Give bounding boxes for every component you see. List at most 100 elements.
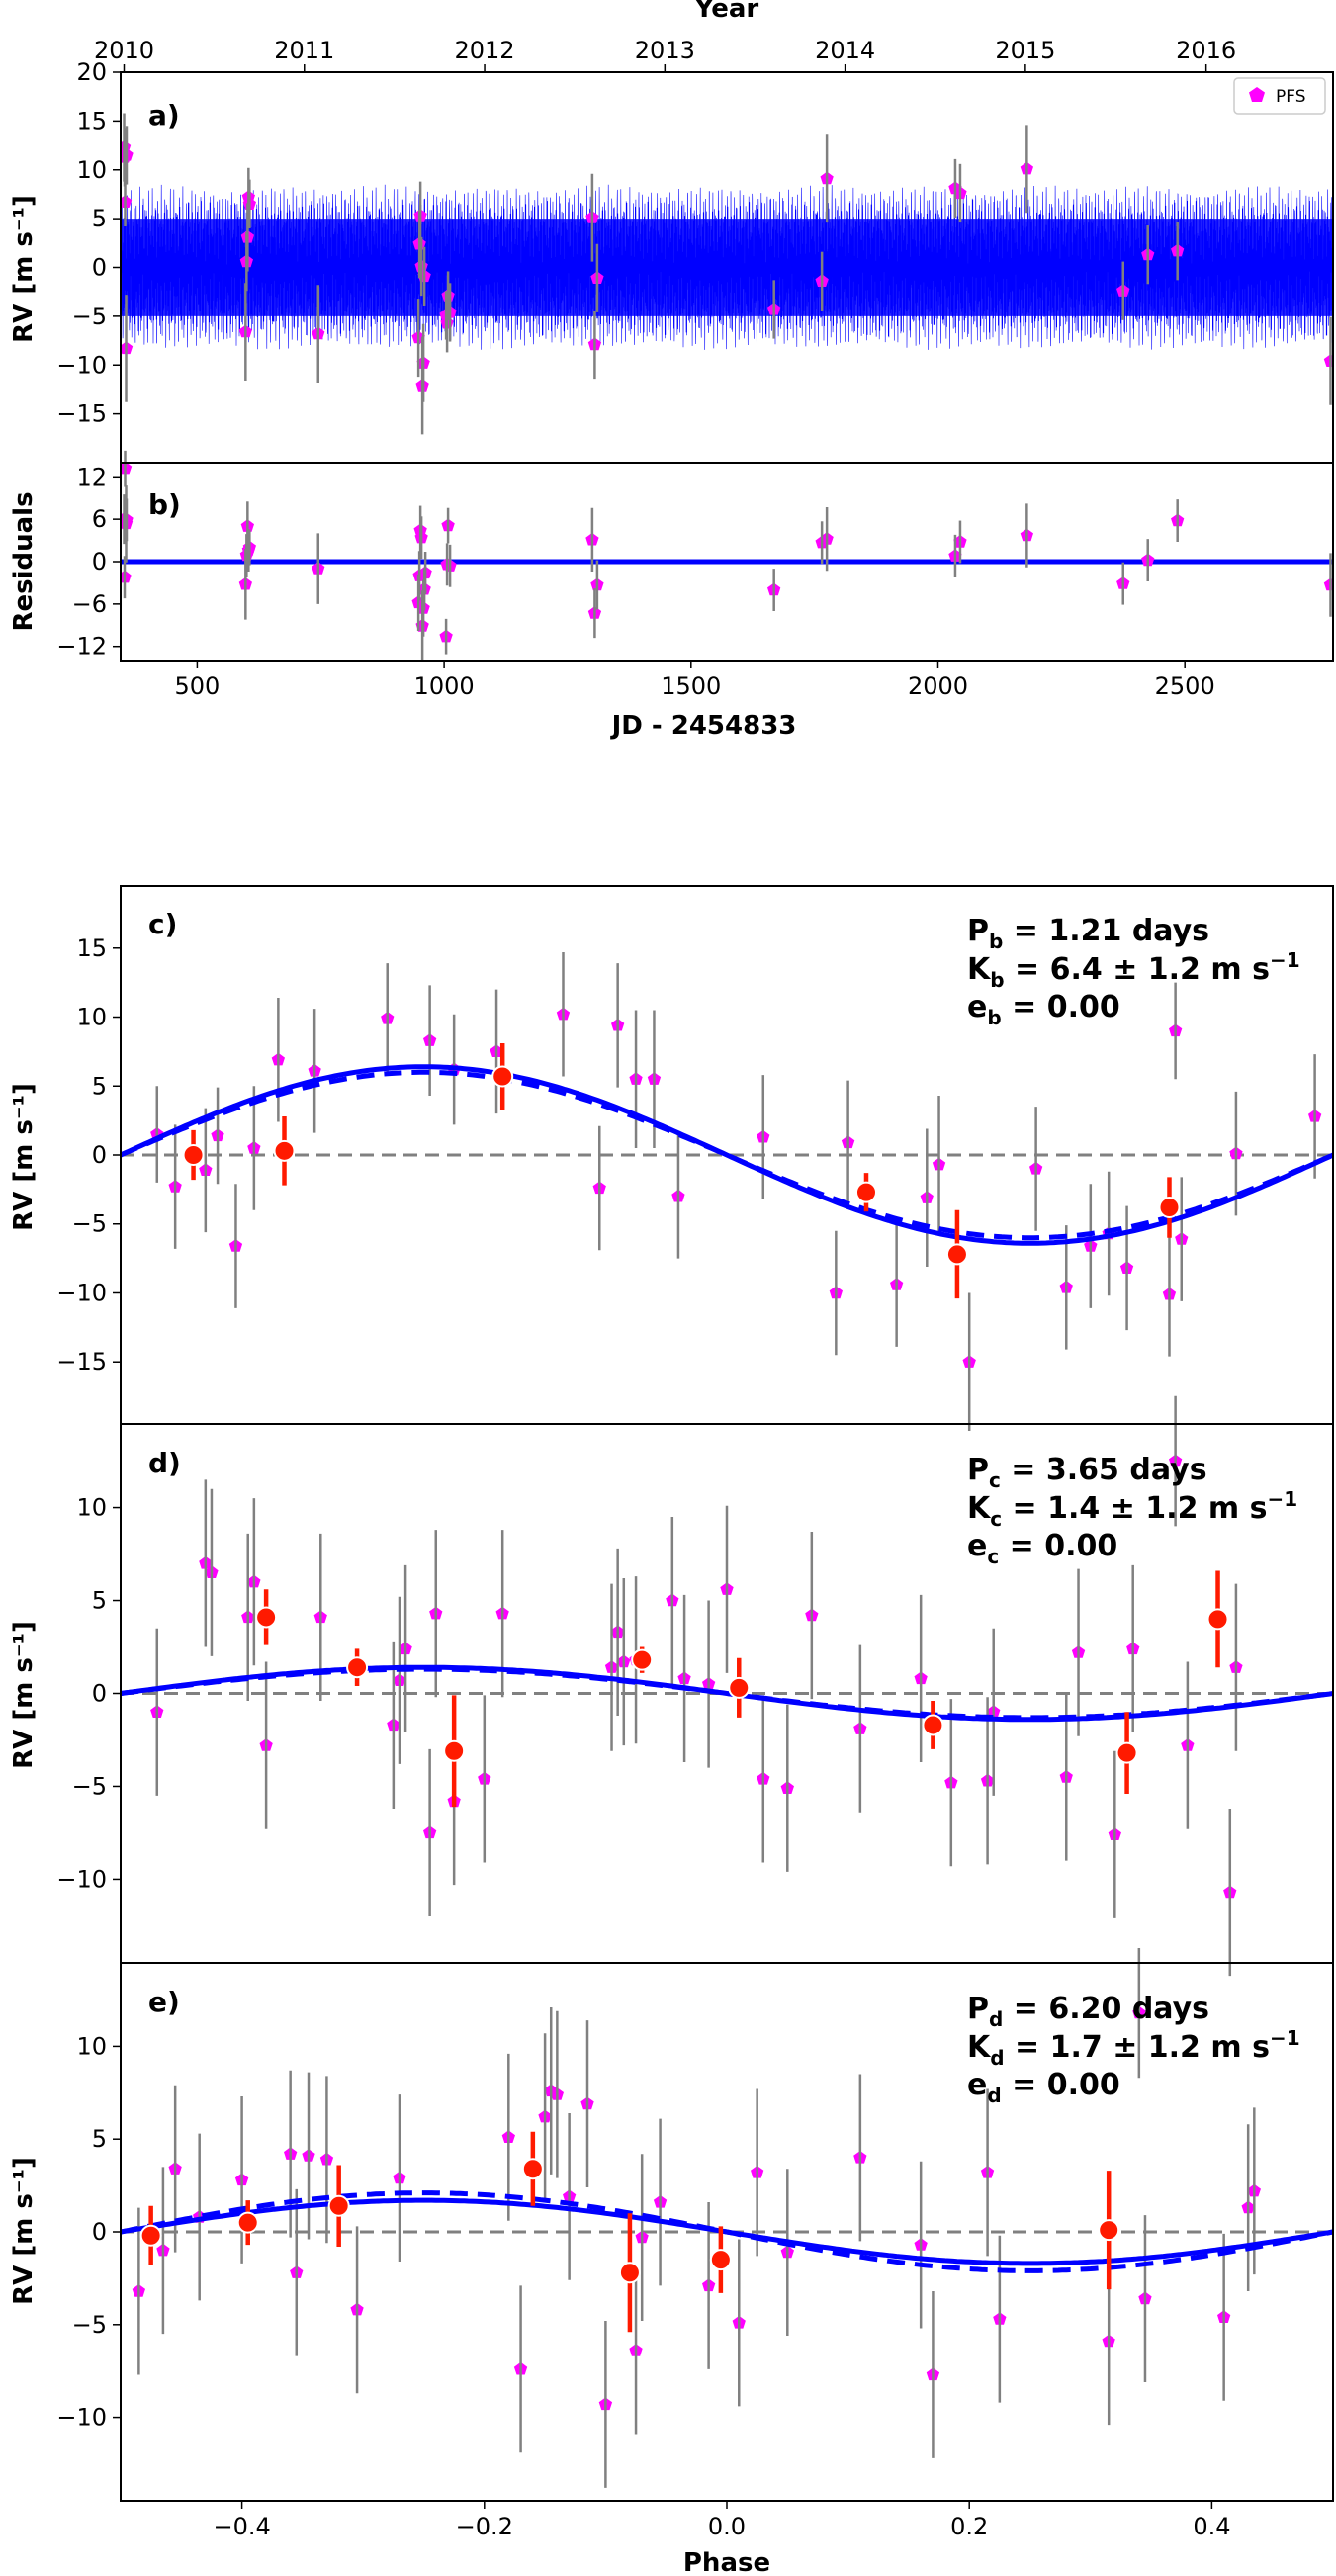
panel-a-ytick-label: 5 xyxy=(92,205,107,232)
panel-b-ylabel: Residuals xyxy=(9,491,39,631)
panel-a-ytick-label: 10 xyxy=(76,156,107,184)
panel-b-xtick-label: 2500 xyxy=(1155,672,1215,700)
panel-e-ytick-label: −5 xyxy=(72,2311,107,2339)
panel-d-binned-point xyxy=(631,1648,654,1671)
panel-e-xlabel: Phase xyxy=(683,2548,770,2576)
panel-e-annotation: Pd = 6.20 days Kd = 1.7 ± 1.2 m s−1 ed =… xyxy=(967,1992,1300,2107)
panel-d-eccentricity: ec = 0.00 xyxy=(967,1529,1117,1568)
panel-c-ytick-label: −5 xyxy=(72,1210,107,1238)
panel-e-binned-point xyxy=(1098,2219,1120,2242)
panel-b-xlabel: JD - 2454833 xyxy=(610,711,797,741)
panel-c-binned-point xyxy=(1158,1197,1181,1219)
panel-c-model-solid xyxy=(121,1064,1333,1246)
panel-c-amplitude: Kb = 6.4 ± 1.2 m s−1 xyxy=(967,948,1300,992)
panel-a-ytick-label: 0 xyxy=(92,254,107,282)
panel-e-ytick-label: −10 xyxy=(56,2404,107,2432)
panel-a-ytick-label: −5 xyxy=(72,303,107,330)
panel-d-ytick-label: 0 xyxy=(92,1680,107,1708)
panel-e-xtick-label: 0.2 xyxy=(950,2513,988,2540)
panel-b-ytick-label: −12 xyxy=(56,633,107,661)
panel-c-eccentricity: eb = 0.00 xyxy=(967,990,1120,1029)
panel-d-model-solid xyxy=(121,1664,1333,1723)
panel-c-ytick-label: 5 xyxy=(92,1072,107,1100)
panel-c-binned-point xyxy=(491,1065,514,1088)
panel-b-ytick-label: 0 xyxy=(92,548,107,576)
panel-b-xtick-label: 1500 xyxy=(661,672,721,700)
panel-a-ytick-label: −15 xyxy=(56,400,107,428)
panel-d-ylabel: RV [m s⁻¹] xyxy=(9,1621,39,1769)
panel-c-binned-point xyxy=(854,1181,877,1203)
panel-a-ytick-label: −10 xyxy=(56,351,107,379)
panel-e-ytick-label: 10 xyxy=(76,2032,107,2060)
top-axis-label: Year xyxy=(694,0,759,24)
panel-a-model-band xyxy=(121,219,1333,316)
legend-marker xyxy=(1249,87,1265,102)
panel-c-pfs-group xyxy=(150,1007,1322,1368)
panel-e-binned-point xyxy=(709,2249,732,2271)
panel-c-period: Pb = 1.21 days xyxy=(967,914,1209,953)
panel-d-ytick-label: −10 xyxy=(56,1865,107,1893)
panel-c-binned-point xyxy=(273,1139,296,1162)
panel-b-tag: b) xyxy=(148,489,181,521)
panel-e-eccentricity: ed = 0.00 xyxy=(967,2068,1120,2107)
panel-d-period: Pc = 3.65 days xyxy=(967,1453,1207,1492)
legend: PFS xyxy=(1233,77,1326,115)
panel-e-amplitude: Kd = 1.7 ± 1.2 m s−1 xyxy=(967,2026,1300,2070)
panel-d-binned-point xyxy=(1206,1608,1229,1631)
panel-a-tag: a) xyxy=(148,99,180,132)
panel-d-tag: d) xyxy=(148,1447,181,1479)
panel-a-ytick-label: 20 xyxy=(76,58,107,86)
panel-c-ytick-label: −10 xyxy=(56,1279,107,1306)
panel-d-binned-point xyxy=(1115,1741,1138,1764)
panel-e-binned-point xyxy=(139,2224,162,2247)
panel-e-ylabel: RV [m s⁻¹] xyxy=(9,2157,39,2305)
panel-d-annotation: Pc = 3.65 days Kc = 1.4 ± 1.2 m s−1 ec =… xyxy=(967,1453,1297,1568)
top-axis-tick-label: 2011 xyxy=(274,37,334,64)
panel-e-model-solid xyxy=(121,2197,1333,2266)
panel-c-ylabel: RV [m s⁻¹] xyxy=(9,1083,39,1231)
panel-a-ytick-label: 15 xyxy=(76,107,107,134)
top-axis-tick-label: 2015 xyxy=(995,37,1055,64)
panel-e-frame xyxy=(120,1962,1334,2502)
panel-c-binned-point xyxy=(945,1243,968,1266)
panel-d-binned-point xyxy=(443,1739,466,1762)
panel-c-tag: c) xyxy=(148,908,177,940)
panel-c-ytick-label: 0 xyxy=(92,1141,107,1169)
panel-d-binned-point xyxy=(255,1606,278,1629)
top-axis-tick-label: 2013 xyxy=(635,37,695,64)
panel-e-binned-point xyxy=(327,2194,350,2217)
panel-e-period: Pd = 6.20 days xyxy=(967,1992,1209,2031)
panel-b-xtick-label: 2000 xyxy=(908,672,968,700)
panel-e-xtick-label: −0.4 xyxy=(213,2513,270,2540)
panel-d-ytick-label: 5 xyxy=(92,1587,107,1615)
panel-b-ytick-label: 6 xyxy=(92,505,107,533)
panel-d-binned-point xyxy=(728,1676,751,1699)
panel-c-ytick-label: 10 xyxy=(76,1004,107,1031)
panel-b-frame xyxy=(120,462,1334,662)
legend-label: PFS xyxy=(1276,87,1306,107)
panel-e-xtick-label: 0.0 xyxy=(708,2513,746,2540)
panel-e-binned-point xyxy=(236,2211,259,2234)
top-axis-tick-label: 2014 xyxy=(815,37,875,64)
panel-c-ytick-label: −15 xyxy=(56,1348,107,1376)
panel-b-xtick-label: 500 xyxy=(174,672,220,700)
panel-d-ytick-label: −5 xyxy=(72,1772,107,1800)
top-axis-tick-label: 2010 xyxy=(94,37,154,64)
panel-b-ytick-label: −6 xyxy=(72,590,107,618)
panel-e-xtick-label: 0.4 xyxy=(1193,2513,1230,2540)
panel-c-binned-point xyxy=(182,1144,205,1166)
panel-e-ytick-label: 0 xyxy=(92,2218,107,2246)
panel-b-xtick-label: 1000 xyxy=(414,672,475,700)
panel-e-binned-point xyxy=(521,2158,544,2180)
panel-a-ylabel: RV [m s⁻¹] xyxy=(9,195,39,343)
panel-d-binned-point xyxy=(346,1656,369,1679)
panel-c-annotation: Pb = 1.21 days Kb = 6.4 ± 1.2 m s−1 eb =… xyxy=(967,914,1300,1029)
panel-e-xtick-label: −0.2 xyxy=(456,2513,513,2540)
panel-b-ytick-label: 12 xyxy=(76,463,107,490)
top-axis-tick-label: 2012 xyxy=(455,37,515,64)
panel-e-ytick-label: 5 xyxy=(92,2125,107,2153)
panel-e-binned-point xyxy=(618,2262,641,2284)
